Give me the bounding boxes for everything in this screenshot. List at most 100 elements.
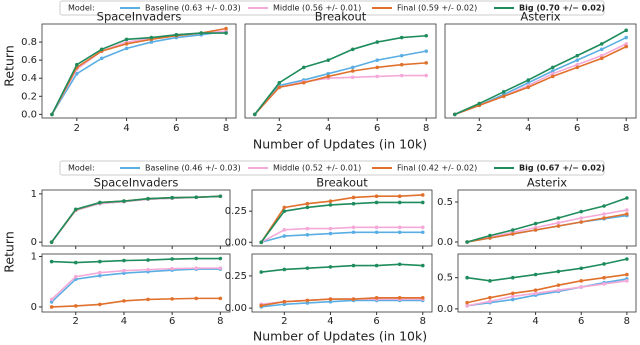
point xyxy=(326,58,331,62)
x-tick-label: 6 xyxy=(169,316,175,327)
point xyxy=(49,259,54,264)
series-line xyxy=(261,263,423,273)
point xyxy=(328,203,333,207)
point xyxy=(218,266,223,270)
point xyxy=(73,207,78,212)
x-tick-label: 2 xyxy=(281,316,287,327)
point xyxy=(301,65,306,70)
point xyxy=(556,221,561,225)
point xyxy=(575,62,580,67)
point xyxy=(625,257,629,261)
series-line xyxy=(466,197,628,243)
y-tick-label: 0.0 xyxy=(21,109,37,120)
point xyxy=(420,263,425,268)
legend-box xyxy=(59,0,605,16)
point xyxy=(488,233,492,238)
point xyxy=(510,297,515,302)
series-line xyxy=(51,27,227,115)
axes-frame xyxy=(444,23,637,119)
point xyxy=(420,200,425,205)
point xyxy=(374,225,379,230)
series-line xyxy=(261,297,423,307)
point xyxy=(625,279,629,283)
point xyxy=(99,47,104,52)
point xyxy=(351,263,356,268)
point xyxy=(374,296,379,300)
point xyxy=(556,283,561,287)
point xyxy=(75,71,79,76)
series-line xyxy=(51,30,227,115)
point xyxy=(301,80,306,85)
x-tick-label: 2 xyxy=(487,316,493,327)
point xyxy=(350,47,355,52)
point xyxy=(124,46,129,51)
point xyxy=(602,204,606,208)
point xyxy=(420,225,425,230)
point xyxy=(599,53,604,58)
point xyxy=(375,65,380,70)
y-tick-label: 1 xyxy=(31,189,37,200)
point xyxy=(170,195,174,200)
point xyxy=(149,40,154,44)
axes-frame xyxy=(41,253,231,313)
legend-title: Model: xyxy=(68,164,95,173)
point xyxy=(49,300,54,304)
point xyxy=(424,61,429,65)
point xyxy=(122,258,126,263)
point xyxy=(282,205,287,210)
point xyxy=(625,212,629,216)
point xyxy=(575,65,580,70)
series-line xyxy=(50,195,221,243)
series-line xyxy=(261,231,423,244)
y-tick-label: 0.2 xyxy=(21,91,37,102)
point xyxy=(550,69,555,73)
series-line xyxy=(51,32,227,115)
panel-title: Asterix xyxy=(520,10,560,24)
x-tick-label: 4 xyxy=(123,123,129,134)
x-tick-label: 2 xyxy=(476,123,482,134)
point xyxy=(351,201,356,206)
point xyxy=(397,262,402,267)
point xyxy=(420,230,425,235)
point xyxy=(174,33,179,37)
point xyxy=(146,258,150,262)
x-tick-label: 8 xyxy=(624,316,630,327)
point xyxy=(579,220,584,224)
point xyxy=(49,297,54,302)
point xyxy=(73,260,78,265)
x-tick-label: 8 xyxy=(217,316,223,327)
point xyxy=(465,240,469,244)
point xyxy=(625,272,629,277)
point xyxy=(424,33,429,38)
legend-label: Big (0.70 +/− 0.02) xyxy=(519,4,605,13)
x-tick-label: 4 xyxy=(325,123,331,134)
point xyxy=(122,268,126,273)
point xyxy=(465,275,469,280)
point xyxy=(602,212,606,216)
point xyxy=(625,208,629,212)
point xyxy=(424,73,429,78)
point xyxy=(399,73,404,78)
point xyxy=(510,294,515,299)
x-tick-label: 6 xyxy=(374,123,380,134)
point xyxy=(510,291,515,296)
series-line xyxy=(254,50,427,115)
point xyxy=(146,196,150,201)
point xyxy=(199,31,203,35)
x-tick-label: 8 xyxy=(223,123,229,134)
point xyxy=(282,299,287,304)
point xyxy=(550,65,555,70)
series-line xyxy=(260,226,423,243)
series-line xyxy=(51,268,221,303)
series-line xyxy=(254,62,427,115)
point xyxy=(602,216,606,220)
x-tick-label: 6 xyxy=(578,316,584,327)
panel-title: SpaceInvaders xyxy=(97,10,182,24)
point xyxy=(599,47,604,52)
point xyxy=(374,230,379,235)
point xyxy=(277,85,282,90)
point xyxy=(194,296,199,301)
point xyxy=(259,303,264,308)
point xyxy=(556,288,561,292)
axes-frame xyxy=(244,23,437,119)
